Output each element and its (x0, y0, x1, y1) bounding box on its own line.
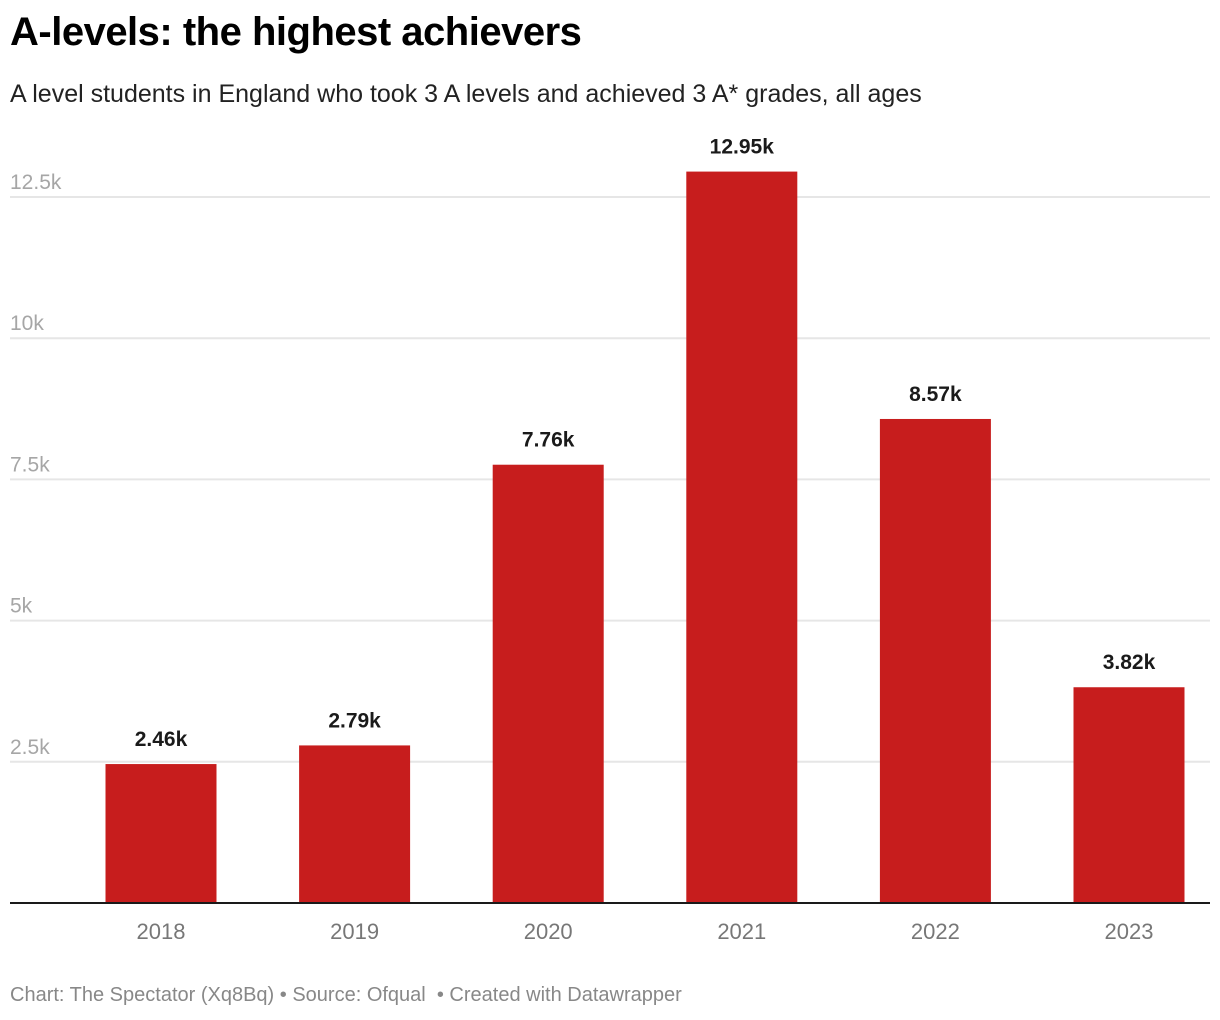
y-axis-tick-labels: 2.5k 5k 7.5k 10k 12.5k (10, 171, 62, 759)
bar-2023 (1073, 687, 1185, 903)
x-tick-label: 2023 (1105, 919, 1154, 944)
chart-footer: Chart: The Spectator (Xq8Bq) • Source: O… (10, 984, 682, 1007)
bar-2021 (686, 171, 798, 904)
chart-subtitle: A level students in England who took 3 A… (10, 80, 922, 108)
bars (105, 171, 1185, 904)
source-credit: • Source: Ofqual (274, 984, 432, 1006)
created-with-credit: • Created with Datawrapper (431, 984, 682, 1006)
value-label: 12.95k (710, 136, 775, 159)
value-labels: 2.46k 2.79k 7.76k 12.95k 8.57k 3.82k (135, 136, 1156, 751)
value-label: 2.46k (135, 728, 188, 751)
y-tick-label: 2.5k (10, 736, 50, 759)
value-label: 8.57k (909, 383, 962, 406)
bar-2018 (105, 764, 217, 903)
bar-2020 (492, 464, 604, 903)
x-tick-label: 2019 (330, 919, 379, 944)
value-label: 3.82k (1103, 651, 1156, 674)
gridlines (10, 196, 1210, 763)
chart-title: A-levels: the highest achievers (10, 10, 582, 54)
bar-2019 (299, 745, 411, 903)
value-label: 7.76k (522, 429, 575, 452)
x-tick-label: 2021 (717, 919, 766, 944)
bar-2022 (879, 418, 991, 903)
x-axis-tick-labels: 2018 2019 2020 2021 2022 2023 (137, 919, 1154, 944)
value-label: 2.79k (328, 709, 381, 732)
x-tick-label: 2018 (137, 919, 186, 944)
chart-credit: Chart: The Spectator (Xq8Bq) (10, 984, 275, 1006)
x-tick-label: 2020 (524, 919, 573, 944)
x-tick-label: 2022 (911, 919, 960, 944)
y-tick-label: 5k (10, 595, 33, 618)
y-tick-label: 10k (10, 312, 44, 335)
y-tick-label: 12.5k (10, 171, 62, 194)
y-tick-label: 7.5k (10, 453, 50, 476)
